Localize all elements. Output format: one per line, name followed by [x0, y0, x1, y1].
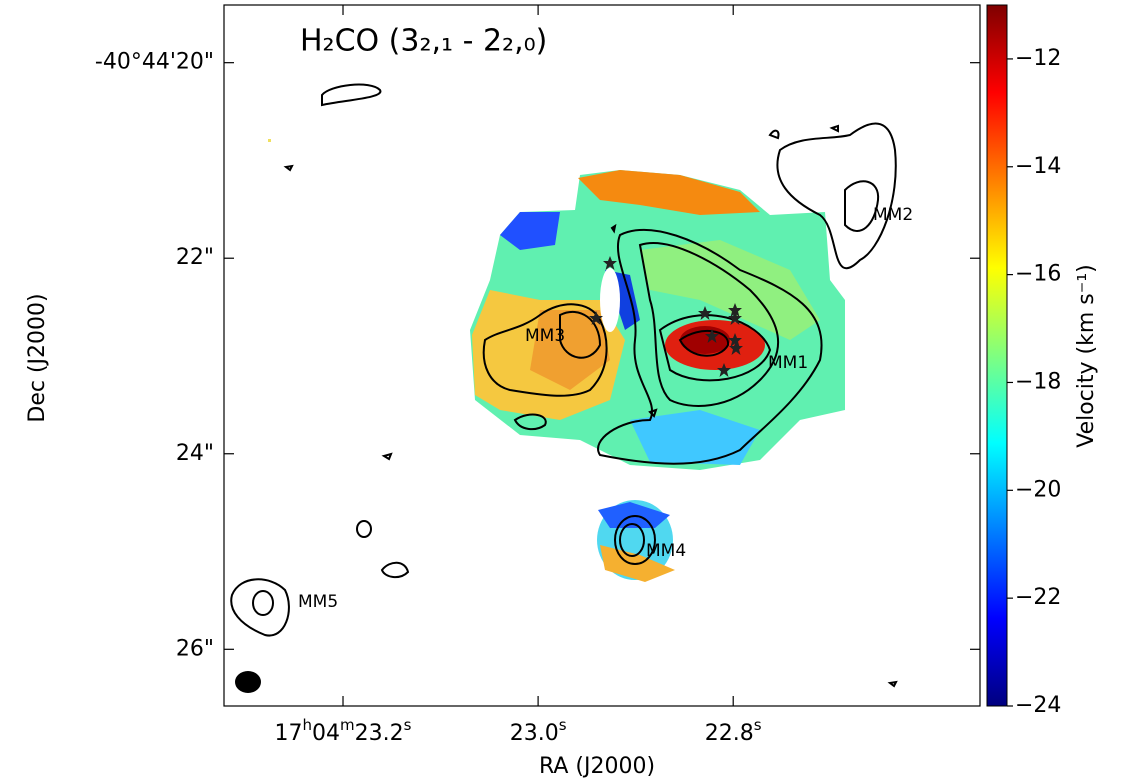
figure: MM1 MM2 MM3 MM4 MM5 H₂CO (3₂,₁ - 2₂,₀) R…: [0, 0, 1125, 782]
x-tick-label: 17h04m23.2s: [275, 716, 412, 747]
x-tick-label: 23.0s: [510, 716, 567, 747]
x-axis-label: RA (J2000): [539, 754, 655, 779]
colorbar-tick-label: −24: [1015, 693, 1061, 718]
y-tick-label: -40°44'20": [95, 50, 214, 75]
colorbar-tick-label: −22: [1015, 585, 1061, 610]
y-axis-label: Dec (J2000): [25, 293, 50, 422]
y-tick-label: 24": [176, 441, 214, 466]
beam: [235, 671, 261, 693]
y-tick-label: 26": [176, 636, 214, 661]
source-label: MM5: [298, 592, 338, 612]
x-tick-label: 22.8s: [705, 716, 762, 747]
velocity-map: [268, 139, 845, 582]
source-label: MM4: [646, 541, 686, 561]
colorbar-tick-label: −12: [1015, 46, 1061, 71]
colorbar-label: Velocity (km s⁻¹): [1074, 264, 1099, 448]
colorbar-tick-label: −14: [1015, 154, 1061, 179]
source-label: MM3: [525, 326, 565, 346]
colorbar-tick-label: −20: [1015, 477, 1061, 502]
colorbar-tick-label: −18: [1015, 369, 1061, 394]
source-label: MM2: [873, 205, 913, 225]
source-label: MM1: [768, 353, 808, 373]
chart-title: H₂CO (3₂,₁ - 2₂,₀): [300, 24, 547, 59]
colorbar: [987, 5, 1007, 706]
colorbar-tick-label: −16: [1015, 262, 1061, 287]
y-tick-label: 22": [176, 245, 214, 270]
